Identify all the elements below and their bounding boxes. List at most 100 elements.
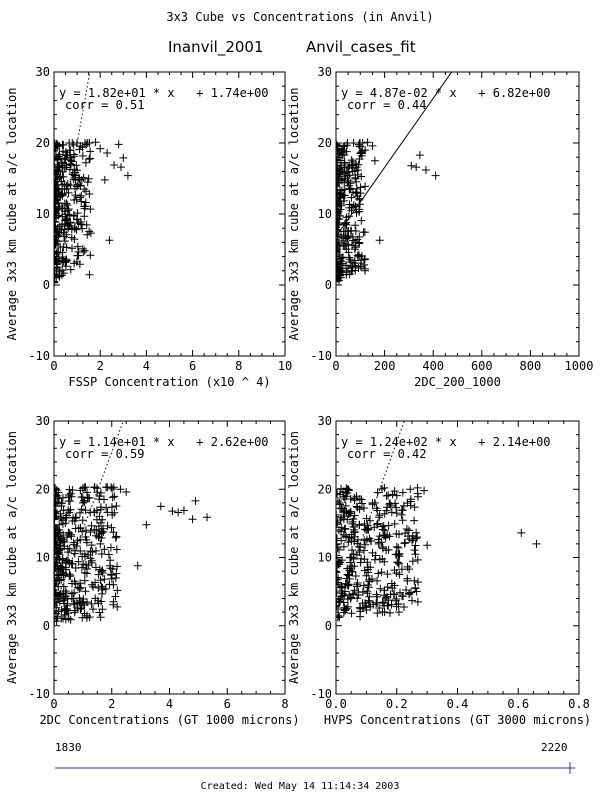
data-point: [57, 575, 66, 584]
data-point: [123, 171, 132, 180]
x-axis-label: HVPS Concentrations (GT 3000 microns): [324, 713, 591, 727]
data-point: [56, 528, 65, 537]
data-point: [397, 565, 406, 574]
data-point: [71, 524, 80, 533]
data-point: [69, 212, 78, 221]
data-point: [88, 580, 97, 589]
y-tick-label: -10: [28, 349, 50, 363]
dataset-label: Inanvil_2001: [168, 38, 264, 56]
data-point: [336, 252, 341, 261]
data-point: [362, 514, 371, 523]
data-point: [380, 509, 389, 518]
data-point: [81, 532, 90, 541]
data-point: [58, 493, 67, 502]
data-point: [83, 564, 92, 573]
data-point: [355, 207, 364, 216]
data-points: [54, 72, 132, 287]
x-tick-label: 2: [97, 359, 104, 373]
data-point: [336, 489, 342, 498]
data-point: [70, 516, 79, 525]
data-point: [384, 545, 393, 554]
data-points: [54, 421, 212, 626]
data-point: [55, 271, 64, 280]
data-point: [105, 236, 114, 245]
data-point: [392, 595, 401, 604]
data-point: [347, 263, 356, 272]
data-point: [64, 497, 73, 506]
data-point: [347, 567, 356, 576]
data-point: [365, 577, 374, 586]
data-point: [361, 540, 370, 549]
data-point: [336, 500, 345, 509]
data-point: [390, 519, 399, 528]
x-tick-label: 0.0: [325, 697, 347, 711]
data-point: [378, 554, 387, 563]
data-point: [373, 519, 382, 528]
data-point: [364, 565, 373, 574]
data-point: [112, 569, 121, 578]
data-point: [61, 587, 70, 596]
data-point: [336, 275, 341, 284]
data-point: [350, 562, 359, 571]
data-point: [366, 536, 375, 545]
data-point: [54, 556, 61, 565]
data-point: [382, 592, 391, 601]
data-point: [336, 558, 345, 567]
data-point: [351, 160, 360, 169]
data-point: [391, 550, 400, 559]
data-point: [82, 613, 91, 622]
data-point: [392, 602, 401, 611]
data-point: [109, 483, 118, 492]
data-point: [54, 200, 60, 209]
data-point: [357, 495, 366, 504]
x-tick-label: 8: [281, 697, 288, 711]
data-point: [133, 561, 142, 570]
data-point: [336, 141, 341, 150]
data-point: [356, 558, 365, 567]
data-point: [336, 264, 343, 273]
y-tick-label: -10: [310, 349, 332, 363]
data-point: [67, 225, 76, 234]
data-point: [373, 609, 382, 618]
fit-case-label: Anvil_cases_fit: [306, 38, 416, 56]
data-point: [56, 541, 65, 550]
data-point: [353, 503, 362, 512]
data-point: [54, 235, 59, 244]
data-point: [81, 506, 90, 515]
data-point: [76, 547, 85, 556]
data-point: [336, 544, 342, 553]
data-point: [61, 519, 70, 528]
data-point: [87, 599, 96, 608]
data-point: [69, 175, 78, 184]
data-point: [420, 486, 429, 495]
data-point: [356, 183, 365, 192]
data-point: [156, 502, 165, 511]
data-point: [407, 161, 416, 170]
data-point: [113, 586, 122, 595]
data-point: [340, 150, 349, 159]
data-point: [83, 493, 92, 502]
data-point: [375, 236, 384, 245]
data-point: [58, 190, 67, 199]
data-point: [66, 505, 75, 514]
data-point: [203, 513, 212, 522]
data-point: [392, 503, 401, 512]
data-point: [54, 217, 59, 226]
scatter-panel: -10 0 10 20 30 0.0 0.2 0.4 0.6 0.8 HVPS Concentrat…: [287, 414, 591, 727]
data-point: [336, 241, 341, 250]
y-axis-label: Average 3x3 km cube at a/c location: [287, 431, 301, 684]
data-point: [399, 603, 408, 612]
data-point: [395, 530, 404, 539]
x-axis-label: FSSP Concentration (x10 ^ 4): [68, 375, 270, 389]
data-point: [421, 165, 430, 174]
data-point: [60, 610, 69, 619]
data-point: [350, 496, 359, 505]
data-point: [54, 484, 60, 493]
data-point: [91, 138, 100, 147]
data-point: [89, 582, 98, 591]
data-point: [66, 181, 75, 190]
data-point: [54, 145, 59, 154]
data-point: [336, 534, 341, 543]
data-point: [67, 492, 76, 501]
